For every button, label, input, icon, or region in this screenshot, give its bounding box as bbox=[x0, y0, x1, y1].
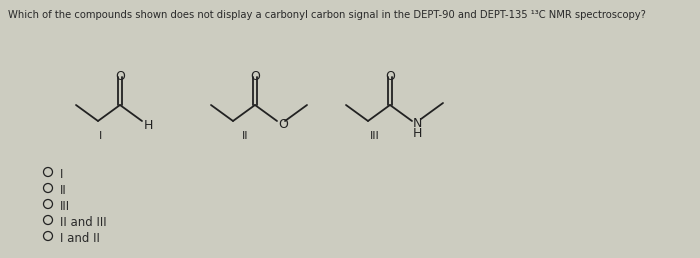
Text: O: O bbox=[115, 70, 125, 83]
Text: Which of the compounds shown does not display a carbonyl carbon signal in the DE: Which of the compounds shown does not di… bbox=[8, 10, 646, 20]
Text: H: H bbox=[144, 119, 153, 132]
Text: I: I bbox=[99, 131, 101, 141]
Text: II: II bbox=[241, 131, 248, 141]
Text: N: N bbox=[413, 117, 422, 130]
Text: III: III bbox=[60, 200, 70, 213]
Text: II: II bbox=[60, 184, 66, 197]
Text: I: I bbox=[60, 168, 64, 181]
Text: H: H bbox=[413, 127, 422, 140]
Text: III: III bbox=[370, 131, 380, 141]
Text: I and II: I and II bbox=[60, 232, 100, 245]
Text: O: O bbox=[250, 70, 260, 83]
Text: O: O bbox=[278, 118, 288, 131]
Text: II and III: II and III bbox=[60, 216, 106, 229]
Text: O: O bbox=[385, 70, 395, 83]
